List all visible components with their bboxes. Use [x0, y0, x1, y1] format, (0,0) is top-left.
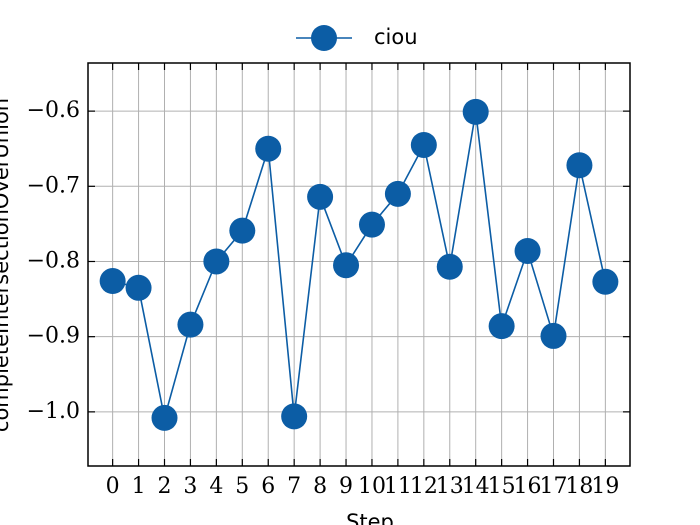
- data-point: [333, 252, 360, 279]
- x-axis-label: Step: [346, 510, 394, 525]
- x-tick-label: 7: [287, 474, 301, 499]
- data-point: [203, 248, 230, 275]
- x-tick-label: 9: [339, 474, 353, 499]
- x-tick-label: 2: [158, 474, 172, 499]
- x-tick-label: 6: [261, 474, 275, 499]
- data-point: [514, 237, 541, 264]
- x-tick-label: 13: [436, 474, 464, 499]
- x-tick-label: 5: [235, 474, 249, 499]
- data-point: [410, 131, 437, 158]
- data-point: [462, 98, 489, 125]
- x-tick-label: 0: [106, 474, 120, 499]
- data-point: [307, 183, 334, 210]
- data-point: [125, 274, 152, 301]
- data-point: [281, 403, 308, 430]
- x-tick-label: 15: [488, 474, 516, 499]
- data-point: [229, 217, 256, 244]
- x-tick-label: 8: [313, 474, 327, 499]
- data-point: [566, 152, 593, 179]
- data-point: [384, 180, 411, 207]
- x-tick-label: 16: [514, 474, 542, 499]
- legend-label: ciou: [374, 25, 418, 49]
- x-tick-label: 1: [132, 474, 146, 499]
- y-tick-label: −0.7: [27, 173, 80, 198]
- data-point: [177, 311, 204, 338]
- x-tick-label: 18: [565, 474, 593, 499]
- x-tick-label: 17: [539, 474, 567, 499]
- y-axis-label: completeIntersectionOverUnion: [0, 98, 13, 432]
- data-point: [99, 268, 126, 295]
- data-point: [255, 135, 282, 162]
- y-tick-label: −0.6: [27, 98, 80, 123]
- x-tick-label: 10: [358, 474, 386, 499]
- data-point: [540, 322, 567, 349]
- data-point: [488, 313, 515, 340]
- data-point: [592, 268, 619, 295]
- x-tick-label: 4: [209, 474, 223, 499]
- data-point: [358, 211, 385, 238]
- data-point: [436, 253, 463, 280]
- x-tick-label: 14: [462, 474, 490, 499]
- x-tick-label: 12: [410, 474, 438, 499]
- y-tick-label: −0.9: [27, 324, 80, 349]
- legend-marker: [311, 25, 337, 51]
- x-tick-label: 3: [183, 474, 197, 499]
- y-tick-label: −0.8: [27, 248, 80, 273]
- x-tick-label: 11: [384, 474, 412, 499]
- y-tick-label: −1.0: [27, 399, 80, 424]
- plot-frame: [87, 62, 631, 467]
- x-tick-label: 19: [591, 474, 619, 499]
- data-point: [151, 404, 178, 431]
